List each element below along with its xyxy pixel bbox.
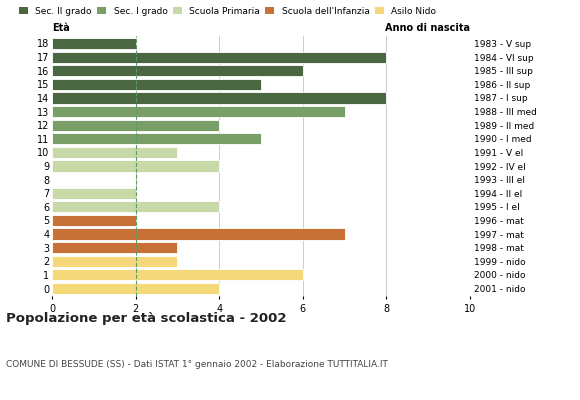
Bar (52, 65, 303, 76)
Bar (52, 242, 177, 253)
Bar (52, 92, 386, 104)
Bar (52, 283, 219, 294)
Bar (52, 160, 219, 172)
Bar (52, 256, 177, 267)
Legend: Sec. II grado, Sec. I grado, Scuola Primaria, Scuola dell'Infanzia, Asilo Nido: Sec. II grado, Sec. I grado, Scuola Prim… (19, 7, 436, 16)
Bar (52, 120, 219, 131)
Bar (52, 215, 136, 226)
Bar (52, 133, 261, 144)
Text: Età: Età (52, 23, 70, 33)
Bar (52, 269, 303, 280)
Text: Popolazione per età scolastica - 2002: Popolazione per età scolastica - 2002 (6, 312, 287, 325)
Text: COMUNE DI BESSUDE (SS) - Dati ISTAT 1° gennaio 2002 - Elaborazione TUTTITALIA.IT: COMUNE DI BESSUDE (SS) - Dati ISTAT 1° g… (6, 360, 387, 369)
Bar (52, 228, 345, 240)
Bar (52, 201, 219, 212)
Text: Anno di nascita: Anno di nascita (385, 23, 470, 33)
Bar (52, 147, 177, 158)
Bar (52, 79, 261, 90)
Bar (52, 38, 136, 49)
Bar (52, 52, 386, 63)
Bar (52, 188, 136, 199)
Bar (52, 106, 345, 117)
